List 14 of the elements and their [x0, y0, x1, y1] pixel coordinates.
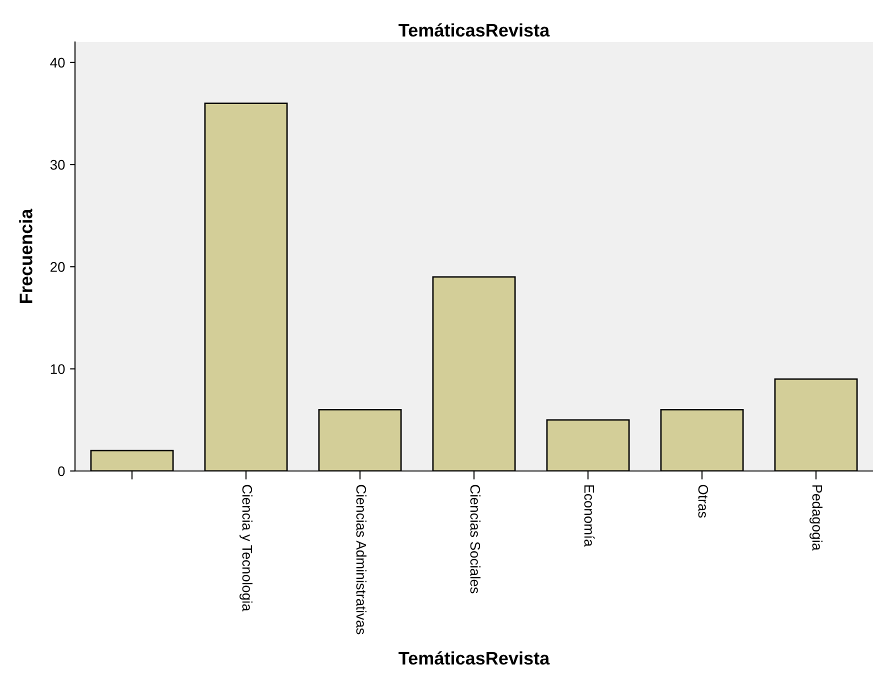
y-tick-label: 10 — [50, 364, 65, 374]
y-tick-label: 20 — [50, 262, 65, 272]
y-tick-label: 30 — [50, 160, 65, 170]
x-tick-label: Ciencia y Tecnologia — [240, 484, 252, 612]
x-tick-label: Ciencias Sociales — [470, 484, 480, 594]
x-tick-label: Ciencias Administrativas — [356, 484, 366, 634]
x-tick-label: Pedagogia — [810, 485, 822, 551]
x-axis-title: TemáticasRevista — [398, 651, 550, 665]
y-axis-title: Frecuencia — [19, 208, 32, 303]
y-tick-label: 40 — [50, 58, 65, 68]
chart-title: TemáticasRevista — [398, 23, 550, 37]
y-tick-label: 0 — [58, 466, 65, 476]
x-tick-label: Economía — [584, 485, 595, 547]
x-tick-label: Otras — [698, 484, 708, 518]
